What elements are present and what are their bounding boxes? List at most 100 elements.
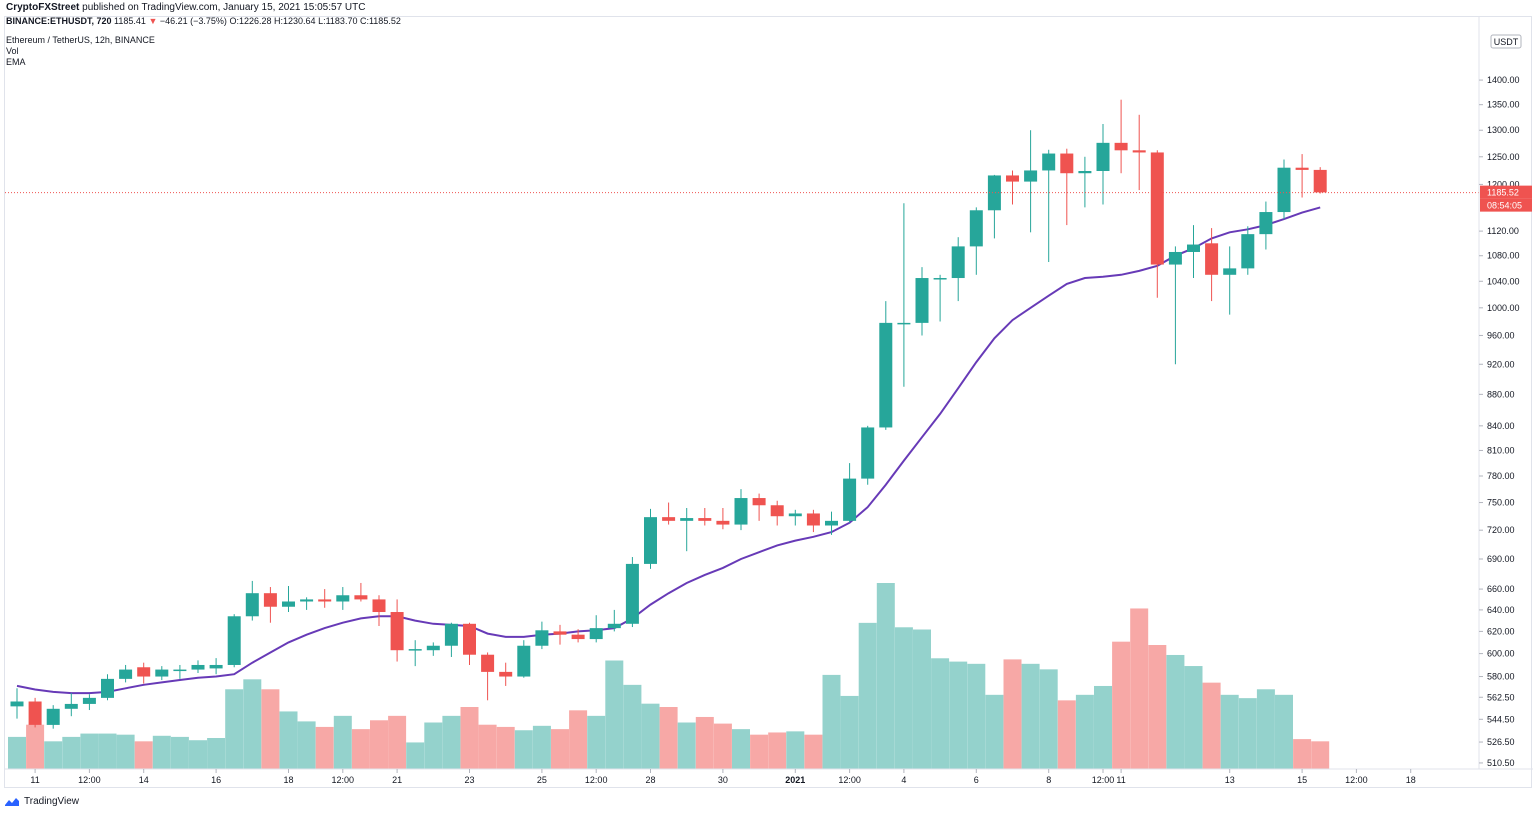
candle-body (879, 322, 893, 428)
candle-body (46, 708, 60, 725)
volume-bar (1311, 741, 1330, 769)
candle (46, 705, 60, 729)
volume-bar (587, 715, 606, 769)
candle-body (119, 669, 133, 679)
candle-body (426, 645, 440, 651)
price-tick-label: 920.00 (1487, 359, 1515, 369)
pair-title: Ethereum / TetherUS, 12h, BINANCE (6, 35, 155, 45)
candle (716, 507, 730, 530)
publish-info: CryptoFXStreet published on TradingView.… (6, 2, 365, 13)
candle (843, 463, 857, 523)
time-tick-label: 30 (718, 775, 728, 785)
candle-body (897, 322, 911, 325)
volume-bar (152, 735, 171, 769)
candle (897, 203, 911, 387)
candle-body (372, 599, 386, 613)
symbol-line: BINANCE:ETHUSDT, 720 1185.41 ▼ −46.21 (−… (6, 16, 401, 27)
volume-bar (1057, 700, 1076, 769)
candles-layer (10, 99, 1327, 729)
candle-body (517, 645, 531, 677)
volume-bar (370, 720, 388, 769)
time-tick-label: 18 (283, 775, 293, 785)
candle (680, 507, 694, 552)
candle (825, 511, 838, 535)
price-tick-label: 960.00 (1487, 330, 1515, 340)
volume-bar (913, 629, 931, 769)
volume-bar (261, 689, 280, 769)
ema-legend[interactable]: EMA (6, 57, 26, 67)
volume-bar (967, 663, 986, 769)
price-tick-label: 1250.00 (1487, 152, 1520, 162)
candle-body (987, 175, 1001, 211)
candle (969, 207, 983, 275)
volume-bar (98, 733, 117, 769)
candle (951, 237, 965, 302)
candle-body (933, 278, 947, 280)
candle (426, 642, 440, 656)
candle-body (915, 278, 929, 323)
candle-body (752, 498, 766, 506)
candle (788, 509, 802, 526)
candle-body (969, 210, 983, 247)
candle (82, 694, 96, 711)
candle-body (716, 520, 730, 525)
volume-bar (1075, 694, 1094, 769)
candle-body (1223, 268, 1237, 275)
candle (662, 502, 676, 525)
volume-bar (388, 715, 407, 769)
candle (589, 615, 603, 643)
volume-bar (514, 730, 533, 769)
footer-brand-name: TradingView (24, 795, 80, 807)
chart-frame[interactable]: USDT 1400.00 1350.00 1300.00 1250.00 1200.00 1… (4, 16, 1533, 789)
volume-bar (695, 716, 714, 769)
volume-bar (26, 724, 45, 769)
volume-bar (225, 689, 244, 769)
candle (1187, 225, 1200, 279)
candle-body (263, 593, 277, 607)
price-tick-label: 880.00 (1487, 389, 1515, 399)
candle (408, 640, 422, 667)
candle (698, 507, 712, 526)
candle (318, 589, 332, 608)
candle-body (227, 616, 241, 665)
candle-body (209, 664, 223, 669)
price-tick-label: 1040.00 (1487, 276, 1520, 286)
candle-body (245, 593, 259, 617)
candle-body (300, 599, 314, 602)
candle-body (698, 518, 712, 521)
candle-body (1187, 244, 1200, 252)
volume-bar (44, 741, 63, 769)
volume-bar (1275, 694, 1293, 769)
candle (499, 662, 513, 686)
volume-bar (894, 627, 913, 769)
candle (1006, 170, 1019, 205)
publish-date: published on TradingView.com, January 15… (82, 2, 366, 13)
candle (1078, 156, 1092, 208)
volume-bar (822, 674, 841, 769)
price-chart[interactable]: USDT1400.001350.001300.001250.001200.001… (5, 17, 1533, 789)
price-tick-label: 780.00 (1487, 471, 1515, 481)
candle-body (1006, 175, 1019, 182)
time-tick-label: 13 (1225, 775, 1235, 785)
candle (1042, 149, 1056, 263)
time-tick-label: 12:00 (1345, 775, 1368, 785)
volume-bar (732, 729, 750, 769)
volume-bar (713, 723, 732, 769)
candle (1295, 154, 1309, 198)
candle (10, 688, 24, 719)
time-tick-label: 12:00 (1092, 775, 1115, 785)
candle (915, 267, 929, 336)
volume-bar (1039, 669, 1058, 769)
candle (734, 489, 748, 531)
candle (1223, 246, 1237, 315)
candle (1168, 246, 1182, 365)
candle (336, 587, 350, 610)
volume-bar (189, 740, 207, 769)
low-value: L:1183.70 (318, 16, 358, 26)
candle-body (571, 634, 585, 640)
volume-bar (985, 694, 1004, 769)
vol-legend[interactable]: Vol (6, 46, 19, 56)
candle (933, 274, 947, 322)
volume-bar (551, 729, 569, 769)
time-tick-label: 28 (645, 775, 655, 785)
